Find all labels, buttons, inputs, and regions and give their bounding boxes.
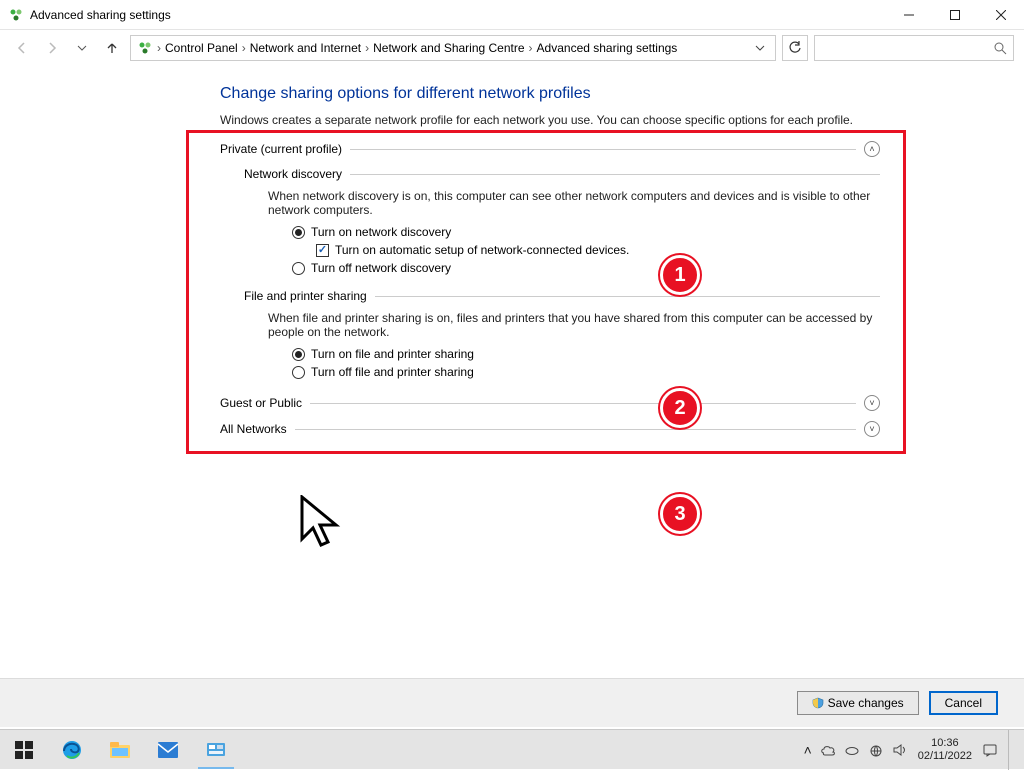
- radio-fps-off[interactable]: Turn off file and printer sharing: [292, 365, 880, 379]
- taskbar-control-panel[interactable]: [192, 730, 240, 769]
- radio-label: Turn on network discovery: [311, 225, 451, 239]
- radio-label: Turn off network discovery: [311, 261, 451, 275]
- radio-icon: [292, 226, 305, 239]
- radio-icon: [292, 262, 305, 275]
- discovery-options: Turn on network discovery ✓ Turn on auto…: [292, 225, 880, 275]
- shield-icon: [812, 697, 824, 709]
- radio-label: Turn off file and printer sharing: [311, 365, 474, 379]
- chevron-right-icon[interactable]: ›: [157, 41, 161, 55]
- subsection-title: Network discovery: [244, 167, 342, 181]
- divider: [350, 149, 856, 150]
- divider: [310, 403, 856, 404]
- checkbox-auto-setup[interactable]: ✓ Turn on automatic setup of network-con…: [316, 243, 880, 257]
- taskbar-mail[interactable]: [144, 730, 192, 769]
- system-tray: ˄ 10:36 02/11/2022: [804, 730, 1024, 769]
- radio-fps-on[interactable]: Turn on file and printer sharing: [292, 347, 880, 361]
- radio-label: Turn on file and printer sharing: [311, 347, 474, 361]
- show-desktop-button[interactable]: [1008, 730, 1014, 770]
- cursor-icon: [300, 495, 348, 555]
- address-dropdown[interactable]: [751, 43, 769, 53]
- address-bar[interactable]: › Control Panel› Network and Internet› N…: [130, 35, 776, 61]
- section-title: Guest or Public: [220, 396, 302, 410]
- breadcrumb-item[interactable]: Network and Internet›: [250, 41, 369, 55]
- search-input[interactable]: [814, 35, 1014, 61]
- radio-icon: [292, 366, 305, 379]
- section-header-private[interactable]: Private (current profile) ˄: [220, 141, 880, 157]
- back-button[interactable]: [10, 36, 34, 60]
- radio-discovery-off[interactable]: Turn off network discovery: [292, 261, 880, 275]
- maximize-button[interactable]: [932, 0, 978, 30]
- breadcrumb-item[interactable]: Control Panel›: [165, 41, 246, 55]
- divider: [375, 296, 880, 297]
- taskbar: ˄ 10:36 02/11/2022: [0, 729, 1024, 769]
- title-bar: Advanced sharing settings: [0, 0, 1024, 30]
- subsection-title: File and printer sharing: [244, 289, 367, 303]
- tray-volume-icon[interactable]: [892, 743, 908, 757]
- address-icon: [137, 40, 153, 56]
- section-header-all-networks[interactable]: All Networks ˅: [220, 421, 880, 437]
- minimize-button[interactable]: [886, 0, 932, 30]
- page-intro: Windows creates a separate network profi…: [220, 113, 880, 127]
- window-title: Advanced sharing settings: [30, 8, 886, 22]
- divider: [295, 429, 856, 430]
- app-icon: [8, 7, 24, 23]
- window-controls: [886, 0, 1024, 30]
- chevron-up-icon[interactable]: ˄: [864, 141, 880, 157]
- chevron-right-icon: ›: [365, 41, 369, 55]
- section-private: Private (current profile) ˄ Network disc…: [220, 141, 880, 379]
- tray-network-icon[interactable]: [868, 743, 884, 757]
- save-changes-button[interactable]: Save changes: [797, 691, 919, 715]
- button-label: Cancel: [945, 696, 982, 710]
- radio-icon: [292, 348, 305, 361]
- chevron-down-icon[interactable]: ˅: [864, 421, 880, 437]
- chevron-right-icon: ›: [242, 41, 246, 55]
- radio-discovery-on[interactable]: Turn on network discovery: [292, 225, 880, 239]
- subsection-network-discovery: Network discovery: [244, 167, 880, 181]
- chevron-right-icon: ›: [529, 41, 533, 55]
- tray-weather-icon[interactable]: [844, 744, 860, 756]
- page-heading: Change sharing options for different net…: [220, 85, 880, 103]
- subsection-file-printer: File and printer sharing: [244, 289, 880, 303]
- subsection-desc: When network discovery is on, this compu…: [268, 189, 880, 217]
- taskbar-clock[interactable]: 10:36 02/11/2022: [918, 737, 972, 763]
- divider: [350, 174, 880, 175]
- chevron-down-icon[interactable]: ˅: [864, 395, 880, 411]
- subsection-desc: When file and printer sharing is on, fil…: [268, 311, 880, 339]
- clock-date: 02/11/2022: [918, 750, 972, 763]
- tray-onedrive-icon[interactable]: [820, 744, 836, 756]
- footer-bar: Save changes Cancel: [0, 679, 1024, 727]
- fps-options: Turn on file and printer sharing Turn of…: [292, 347, 880, 379]
- section-title: All Networks: [220, 422, 287, 436]
- section-guest: Guest or Public ˅: [220, 395, 880, 411]
- start-button[interactable]: [0, 730, 48, 769]
- annotation-callout: 3: [660, 494, 700, 534]
- section-title: Private (current profile): [220, 142, 342, 156]
- tray-notifications-icon[interactable]: [982, 742, 998, 758]
- taskbar-explorer[interactable]: [96, 730, 144, 769]
- cancel-button[interactable]: Cancel: [929, 691, 998, 715]
- recent-dropdown[interactable]: [70, 36, 94, 60]
- button-label: Save changes: [828, 696, 904, 710]
- refresh-button[interactable]: [782, 35, 808, 61]
- section-header-guest[interactable]: Guest or Public ˅: [220, 395, 880, 411]
- up-button[interactable]: [100, 36, 124, 60]
- search-icon: [993, 41, 1007, 55]
- breadcrumb-item[interactable]: Network and Sharing Centre›: [373, 41, 532, 55]
- section-all-networks: All Networks ˅: [220, 421, 880, 437]
- checkbox-label: Turn on automatic setup of network-conne…: [335, 243, 629, 257]
- clock-time: 10:36: [918, 737, 972, 750]
- tray-chevron-up-icon[interactable]: ˄: [804, 742, 812, 758]
- checkbox-icon: ✓: [316, 244, 329, 257]
- forward-button[interactable]: [40, 36, 64, 60]
- content-area: Change sharing options for different net…: [220, 85, 880, 447]
- breadcrumb-item[interactable]: Advanced sharing settings: [537, 41, 678, 55]
- navigation-bar: › Control Panel› Network and Internet› N…: [0, 30, 1024, 66]
- taskbar-apps: [0, 730, 240, 769]
- taskbar-edge[interactable]: [48, 730, 96, 769]
- close-button[interactable]: [978, 0, 1024, 30]
